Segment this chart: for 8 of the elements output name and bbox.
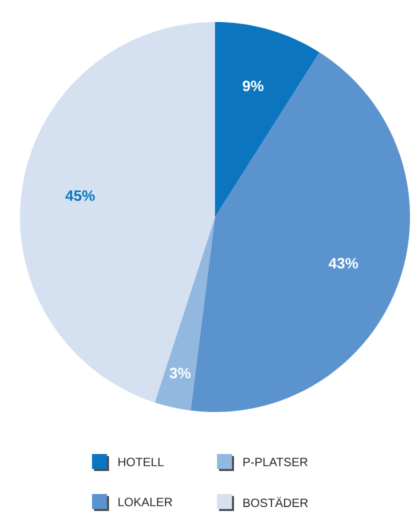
data-label: 43% — [328, 258, 358, 269]
data-label: 3% — [170, 368, 191, 378]
legend-label: BOSTÄDER — [244, 496, 308, 508]
legend-label: HOTELL — [118, 458, 164, 466]
legend-label: LOKALER — [118, 498, 172, 506]
data-label: 9% — [242, 80, 264, 92]
data-label: 45% — [65, 190, 95, 201]
legend-label: P-PLATSER — [244, 458, 308, 466]
